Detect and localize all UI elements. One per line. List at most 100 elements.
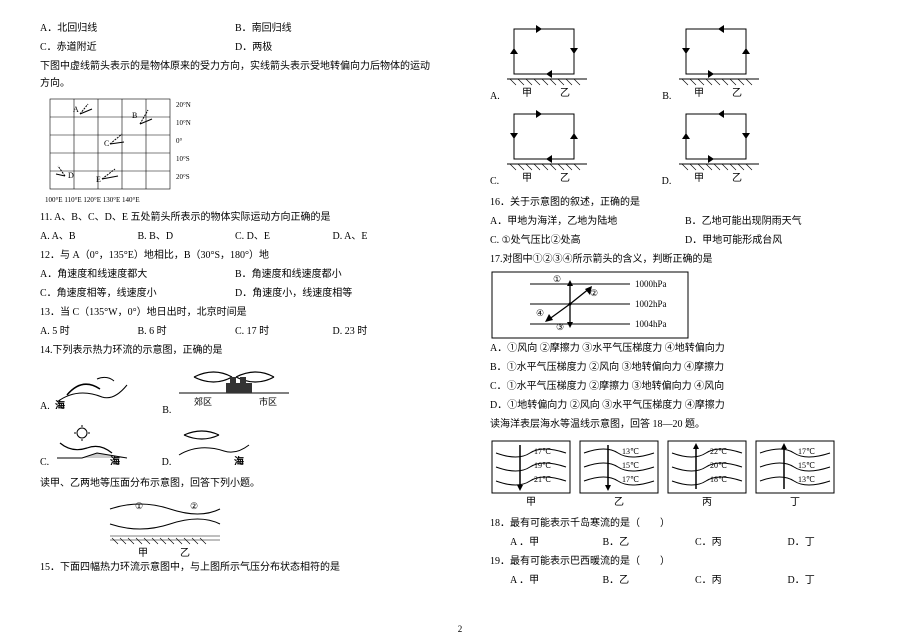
q19-a: A ．甲 xyxy=(510,572,603,589)
svg-text:乙: 乙 xyxy=(614,496,624,508)
q12-a: A．角速度和线速度都大 xyxy=(40,266,235,283)
box-row-1: A. 甲 乙 B. 甲 xyxy=(490,24,880,105)
svg-text:丙: 丙 xyxy=(702,497,712,508)
q16-b: B．乙地可能出现阴雨天气 xyxy=(685,213,880,230)
q18-opts: A ．甲 B．乙 C．丙 D．丁 xyxy=(490,534,880,551)
opt-a: A．北回归线 xyxy=(40,20,235,37)
svg-text:海: 海 xyxy=(55,399,65,409)
svg-text:郊区: 郊区 xyxy=(194,396,212,407)
intro-line: 下图中虚线箭头表示的是物体原来的受力方向，实线箭头表示受地转偏向力后物体的运动方… xyxy=(40,58,430,92)
q12-cd: C．角速度相等，线速度小 D．角速度小，线速度相等 xyxy=(40,285,430,302)
svg-text:B: B xyxy=(132,111,137,120)
svg-text:1004hPa: 1004hPa xyxy=(635,319,667,329)
svg-text:①: ① xyxy=(135,501,143,511)
q12-ab: A．角速度和线速度都大 B．角速度和线速度都小 xyxy=(40,266,430,283)
q18: 18．最有可能表示千岛寒流的是（ ） xyxy=(490,515,880,532)
q14-a-wrap: A. 海 xyxy=(40,367,132,415)
q13: 13．当 C（135°W，0°）地日出时，北京时间是 xyxy=(40,304,430,321)
box-row-2: C. 甲 乙 D. 甲 xyxy=(490,109,880,190)
svg-text:乙: 乙 xyxy=(560,172,570,184)
lat-20s: 20°S xyxy=(176,173,190,181)
q17: 17.对图中①②③④所示箭头的含义，判断正确的是 xyxy=(490,251,880,268)
svg-text:④: ④ xyxy=(536,308,544,318)
q18-b: B．乙 xyxy=(603,534,696,551)
opt-b: B．南回归线 xyxy=(235,20,430,37)
q14-diagram-c: 海 xyxy=(52,423,132,465)
q13-opts: A. 5 时 B. 6 时 C. 17 时 D. 23 时 xyxy=(40,323,430,340)
q18-a: A ．甲 xyxy=(510,534,603,551)
sea-bing: 22℃ 20℃ 18℃ 丙 xyxy=(666,439,748,509)
svg-text:18℃: 18℃ xyxy=(710,475,727,484)
svg-text:丁: 丁 xyxy=(790,497,800,508)
left-column: A．北回归线 B．南回归线 C．赤道附近 D．两极 下图中虚线箭头表示的是物体原… xyxy=(0,0,460,637)
svg-text:乙: 乙 xyxy=(732,87,742,99)
svg-text:A: A xyxy=(73,105,79,114)
lat-10n: 10°N xyxy=(176,119,191,127)
q18-d: D．丁 xyxy=(788,534,881,551)
lat-0: 0° xyxy=(176,137,183,145)
q17-a: A．①风向 ②摩擦力 ③水平气压梯度力 ④地转偏向力 xyxy=(490,340,880,357)
map-diagram: 20°N 10°N 0° 10°S 20°S 100°E 110°E 120°E… xyxy=(40,94,210,209)
svg-text:②: ② xyxy=(590,288,598,298)
q18-c: C．丙 xyxy=(695,534,788,551)
q14-diagram-d: 海 xyxy=(174,423,254,465)
opt-d: D．两极 xyxy=(235,39,430,56)
q15-intro: 读甲、乙两地等压面分布示意图，回答下列小题。 xyxy=(40,475,430,492)
svg-text:13℃: 13℃ xyxy=(622,447,639,456)
sea-yi: 13℃ 15℃ 17℃ 乙 xyxy=(578,439,660,509)
svg-text:17℃: 17℃ xyxy=(622,475,639,484)
q16-a: A．甲地为海洋，乙地为陆地 xyxy=(490,213,685,230)
box-b: B. 甲 乙 xyxy=(662,24,764,105)
svg-text:甲: 甲 xyxy=(694,173,704,184)
svg-text:海: 海 xyxy=(234,455,244,465)
box-b-label: B. xyxy=(662,91,671,102)
q11-a: A. A、B xyxy=(40,228,138,245)
q16-d: D．甲地可能形成台风 xyxy=(685,232,880,249)
svg-text:17℃: 17℃ xyxy=(534,447,551,456)
svg-text:市区: 市区 xyxy=(259,396,277,407)
q17-diagram: 1000hPa 1002hPa 1004hPa ① ② ④ ③ xyxy=(490,270,690,340)
q14-b-wrap: B. 郊区 市区 xyxy=(162,363,294,419)
q19-d: D．丁 xyxy=(788,572,881,589)
q16: 16．关于示意图的叙述，正确的是 xyxy=(490,194,880,211)
q16-c: C. ①处气压比②处高 xyxy=(490,232,685,249)
q14-diagram-a: 海 xyxy=(52,367,132,409)
box-d: D. 甲 乙 xyxy=(662,109,764,190)
svg-text:乙: 乙 xyxy=(180,547,190,559)
q11: 11. A、B、C、D、E 五处箭头所表示的物体实际运动方向正确的是 xyxy=(40,209,430,226)
svg-text:E: E xyxy=(96,175,101,184)
q19-c: C．丙 xyxy=(695,572,788,589)
svg-text:15℃: 15℃ xyxy=(798,461,815,470)
q11-b: B. B、D xyxy=(138,228,236,245)
q11-opts: A. A、B B. B、D C. D、E D. A、E xyxy=(40,228,430,245)
q14-diagrams-row1: A. 海 B. 郊区 市区 xyxy=(40,363,430,419)
q14-label-a: A. xyxy=(40,401,50,412)
q14-label-c: C. xyxy=(40,457,49,468)
box-a-label: A. xyxy=(490,91,500,102)
q14-diagrams-row2: C. 海 D. 海 xyxy=(40,423,430,471)
q15-diagram: ① ② 甲 乙 xyxy=(100,494,230,559)
svg-text:C: C xyxy=(104,139,109,148)
opt-c: C．赤道附近 xyxy=(40,39,235,56)
svg-text:15℃: 15℃ xyxy=(622,461,639,470)
q11-d: D. A、E xyxy=(333,228,431,245)
q14-c-wrap: C. 海 xyxy=(40,423,132,471)
q12-b: B．角速度和线速度都小 xyxy=(235,266,430,283)
opt-row-ab: A．北回归线 B．南回归线 xyxy=(40,20,430,37)
svg-text:21℃: 21℃ xyxy=(534,475,551,484)
svg-text:1000hPa: 1000hPa xyxy=(635,279,667,289)
svg-text:甲: 甲 xyxy=(138,548,148,559)
svg-text:甲: 甲 xyxy=(526,497,536,508)
q13-b: B. 6 时 xyxy=(138,323,236,340)
box-c: C. 甲 乙 xyxy=(490,109,592,190)
lon-label: 100°E 110°E 120°E 130°E 140°E xyxy=(45,196,140,204)
svg-text:19℃: 19℃ xyxy=(534,461,551,470)
right-column: A. 甲 乙 B. 甲 xyxy=(460,0,920,637)
q17-b: B．①水平气压梯度力 ②风向 ③地转偏向力 ④摩擦力 xyxy=(490,359,880,376)
svg-text:甲: 甲 xyxy=(694,88,704,99)
box-d-label: D. xyxy=(662,176,672,187)
svg-text:甲: 甲 xyxy=(522,173,532,184)
sea-intro: 读海洋表层海水等温线示意图，回答 18—20 题。 xyxy=(490,416,880,433)
q16-cd: C. ①处气压比②处高 D．甲地可能形成台风 xyxy=(490,232,880,249)
svg-text:②: ② xyxy=(190,501,198,511)
